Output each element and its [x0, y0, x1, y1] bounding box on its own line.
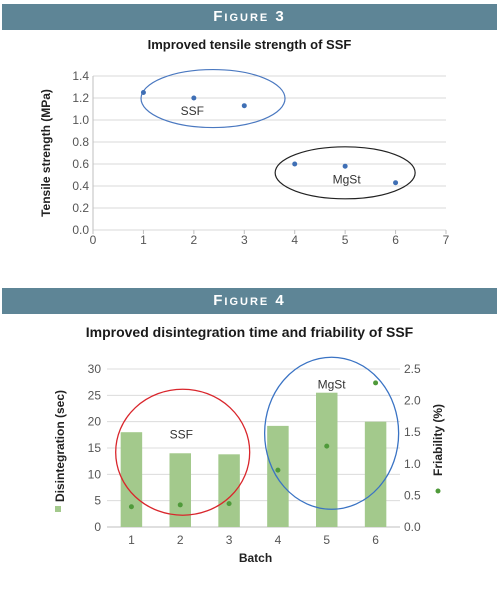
- y-tick-label: 1.4: [72, 69, 89, 83]
- x-tick-label: 2: [177, 533, 184, 547]
- y2-tick-label: 0.5: [404, 488, 421, 502]
- figure-4-header: Figure 4: [2, 288, 497, 314]
- data-point: [241, 103, 247, 109]
- disintegration-bar: [169, 453, 191, 527]
- disintegration-bar: [218, 454, 240, 527]
- figure-3-header: Figure 3: [2, 4, 497, 30]
- mgst-group-circle: [263, 356, 400, 510]
- ssf-group-circle: [115, 388, 251, 516]
- y2-tick-label: 2.5: [404, 362, 421, 376]
- x-tick-label: 3: [226, 533, 233, 547]
- y-axis-title: Tensile strength (MPa): [39, 89, 53, 217]
- y-tick-label: 25: [88, 388, 102, 402]
- x-tick-label: 6: [372, 533, 379, 547]
- mgst-annotation: MgSt: [333, 172, 362, 186]
- mgst-group-ellipse: [274, 146, 416, 200]
- friability-point: [324, 443, 330, 449]
- y-tick-label: 1.0: [72, 113, 89, 127]
- disintegration-friability-chart: 0 5 10 15 20 25 30 0.0 0.5 1.0 1.5 2.0 2.5 1 2 3 4 5 6 Batc…: [53, 356, 445, 565]
- friability-point: [128, 504, 134, 510]
- figure-3-title: Improved tensile strength of SSF: [147, 37, 352, 52]
- data-point: [393, 180, 399, 186]
- data-point: [140, 90, 146, 95]
- x-axis-title: Batch: [239, 551, 272, 565]
- y-tick-label: 0.4: [72, 179, 89, 193]
- y-tick-label: 1.2: [72, 91, 89, 105]
- x-tick-label: 7: [443, 233, 450, 247]
- y2-tick-label: 0.0: [404, 520, 421, 534]
- friability-point: [373, 380, 379, 386]
- y2-tick-label: 1.5: [404, 425, 421, 439]
- x-tick-label: 6: [392, 233, 399, 247]
- y-tick-label: 0.6: [72, 157, 89, 171]
- disintegration-legend-marker: [55, 506, 61, 512]
- friability-point: [177, 502, 183, 508]
- friability-point: [275, 467, 281, 473]
- ssf-annotation: SSF: [181, 104, 204, 118]
- x-tick-label: 4: [275, 533, 282, 547]
- data-point: [342, 163, 348, 169]
- x-tick-label: 1: [140, 233, 147, 247]
- x-tick-label: 0: [90, 233, 97, 247]
- y2-axis-title: Friability (%): [431, 404, 445, 476]
- y-tick-label: 0.2: [72, 201, 89, 215]
- x-tick-label: 4: [291, 233, 298, 247]
- x-tick-label: 3: [241, 233, 248, 247]
- x-tick-label: 5: [342, 233, 349, 247]
- y2-tick-label: 1.0: [404, 457, 421, 471]
- figure-4-title: Improved disintegration time and friabil…: [85, 324, 414, 340]
- y-axis-title: Disintegration (sec): [53, 390, 67, 502]
- data-point: [191, 95, 197, 101]
- friability-legend-marker: [435, 488, 441, 494]
- y-tick-label: 0.8: [72, 135, 89, 149]
- tensile-strength-scatter-chart: 0.0 0.2 0.4 0.6 0.8 1.0 1.2 1.4 0 1 2 3 4 5 6 7 Tensile …: [39, 68, 450, 247]
- mgst-annotation: MgSt: [318, 377, 347, 391]
- disintegration-bar: [316, 392, 338, 527]
- y-tick-label: 5: [94, 494, 101, 508]
- x-tick-label: 2: [191, 233, 198, 247]
- y2-tick-label: 2.0: [404, 394, 421, 408]
- y-tick-label: 30: [88, 362, 102, 376]
- disintegration-bar: [364, 421, 387, 527]
- ssf-annotation: SSF: [170, 427, 193, 441]
- friability-point: [226, 501, 232, 507]
- x-tick-label: 5: [323, 533, 330, 547]
- x-tick-label: 1: [128, 533, 135, 547]
- disintegration-bar: [120, 432, 143, 527]
- y-tick-label: 0.0: [72, 223, 89, 237]
- y-tick-label: 10: [88, 467, 102, 481]
- y-tick-label: 0: [94, 520, 101, 534]
- disintegration-bar: [267, 425, 289, 527]
- data-point: [292, 161, 298, 167]
- y-tick-label: 15: [88, 441, 102, 455]
- y-tick-label: 20: [88, 415, 102, 429]
- ssf-group-ellipse: [140, 68, 286, 129]
